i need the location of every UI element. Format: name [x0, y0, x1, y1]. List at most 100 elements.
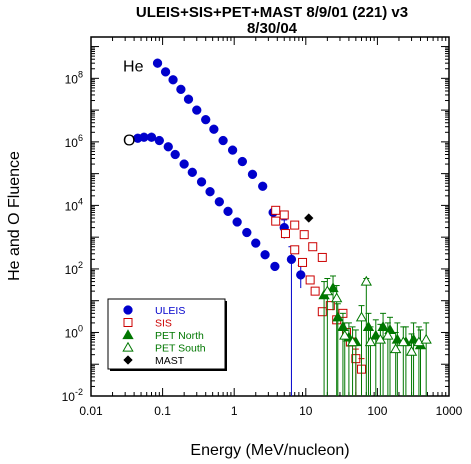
data-point: [163, 142, 173, 152]
data-point: [154, 135, 164, 146]
data-point: [160, 67, 171, 77]
data-point: [337, 321, 349, 331]
data-point: [405, 345, 418, 356]
data-point: [247, 169, 258, 179]
y-tick-label: 10-2: [62, 387, 83, 404]
data-point: [290, 245, 300, 255]
data-point: [209, 124, 219, 134]
y-tick-labels: 10-2 100 102 104 106 108: [62, 69, 83, 404]
axis-ticks: [90, 36, 449, 397]
data-point: [196, 177, 207, 187]
data-point: [308, 242, 318, 252]
data-point: [270, 261, 280, 272]
data-point: [214, 197, 224, 207]
x-tick-label: 100: [367, 404, 387, 418]
data-point: [271, 216, 281, 226]
legend-label: PET South: [155, 343, 206, 355]
data-point: [317, 307, 327, 317]
data-point: [390, 343, 402, 354]
data-point: [223, 206, 233, 216]
legend-label: ULEIS: [155, 305, 185, 317]
data-point: [279, 210, 289, 220]
chart-title-line2: 8/30/04: [247, 20, 298, 37]
x-tick-label: 1000: [436, 404, 463, 418]
data-point: [331, 292, 343, 303]
y-tick-label: 102: [65, 260, 83, 277]
data-point: [420, 333, 432, 344]
data-point: [187, 167, 197, 177]
x-tick-label: 0.1: [154, 404, 171, 418]
legend-marker: [122, 341, 134, 352]
x-tick-label: 1: [231, 404, 238, 418]
data-point: [271, 205, 281, 215]
data-point: [327, 282, 339, 293]
data-point: [260, 250, 270, 260]
data-point: [397, 336, 409, 347]
data-point: [355, 311, 368, 322]
data-point: [192, 105, 202, 115]
chart-title-line1: ULEIS+SIS+PET+MAST 8/9/01 (221) v3: [136, 4, 408, 21]
data-point: [176, 84, 186, 94]
data-point: [242, 227, 252, 238]
data-point: [237, 156, 248, 167]
data-point: [280, 229, 290, 239]
data-point: [299, 230, 309, 240]
data-point: [339, 329, 351, 340]
series-layer: [133, 58, 432, 396]
series-sis: [271, 205, 367, 396]
legend-label: PET North: [155, 330, 204, 342]
data-point: [218, 135, 228, 146]
y-axis-label: He and O Fluence: [6, 151, 23, 281]
series-annotation: He: [123, 59, 144, 76]
data-point: [346, 336, 359, 347]
legend-marker: [123, 305, 133, 315]
annotations: He O: [123, 59, 144, 150]
legend-label: SIS: [155, 318, 172, 330]
data-point: [304, 213, 314, 223]
x-tick-label: 10: [299, 404, 313, 418]
x-axis-label: Energy (MeV/nucleon): [190, 442, 349, 459]
series-pet-south: [321, 275, 432, 396]
data-point: [321, 285, 334, 296]
x-tick-labels: 0.01 0.1 1 10 100 1000: [79, 404, 462, 418]
data-point: [170, 149, 180, 160]
data-point: [362, 321, 375, 331]
data-point: [168, 75, 178, 85]
data-point: [317, 252, 327, 262]
series-pet-north: [318, 275, 427, 396]
data-point: [146, 132, 157, 142]
y-tick-label: 104: [65, 196, 83, 213]
y-tick-label: 108: [65, 69, 83, 86]
legend-label: MAST: [155, 355, 185, 367]
x-tick-label: 0.01: [79, 404, 103, 418]
data-point: [391, 333, 404, 344]
data-point: [205, 187, 215, 197]
data-point: [179, 159, 189, 169]
data-point: [364, 336, 377, 347]
data-point: [382, 329, 394, 340]
series-uleis: [133, 58, 306, 396]
data-point: [258, 181, 268, 191]
data-point: [296, 270, 306, 280]
data-point: [325, 301, 335, 311]
data-point: [298, 257, 308, 267]
data-point: [152, 58, 163, 68]
data-point: [183, 94, 194, 104]
legend-marker: [122, 329, 134, 340]
y-tick-label: 100: [65, 323, 83, 340]
data-point: [332, 311, 344, 322]
data-point: [360, 275, 372, 286]
legend-marker: [123, 355, 133, 365]
series-annotation: O: [123, 132, 135, 149]
data-point: [305, 275, 315, 285]
data-point: [201, 115, 211, 125]
legend-marker: [123, 318, 133, 327]
plot-frame: [90, 36, 450, 397]
data-point: [227, 145, 238, 155]
data-point: [290, 220, 300, 230]
series-mast: [304, 213, 314, 223]
y-tick-label: 106: [65, 133, 83, 150]
data-point: [232, 217, 242, 227]
